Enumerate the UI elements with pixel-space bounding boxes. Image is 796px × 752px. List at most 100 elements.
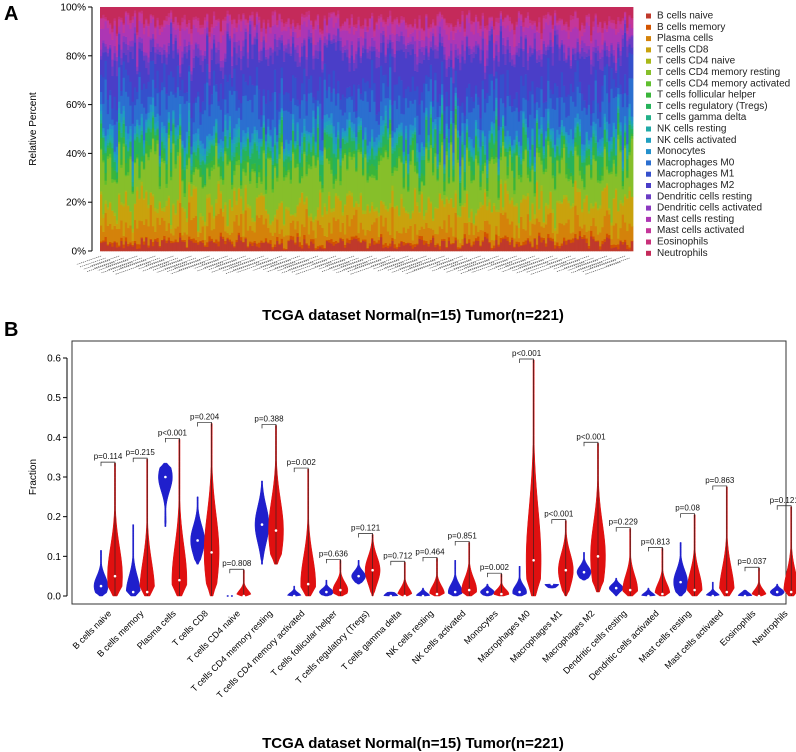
bar-segment (348, 7, 352, 25)
bar-segment (343, 7, 347, 22)
bar-segment (230, 7, 234, 20)
bar-segment (477, 32, 480, 44)
sample-bar (325, 7, 329, 252)
bar-segment (391, 147, 394, 150)
bar-segment (244, 28, 248, 32)
bar-segment (502, 145, 505, 208)
bar-segment (375, 179, 379, 181)
bar-segment (251, 84, 254, 113)
bar-segment (355, 209, 358, 236)
bar-segment (312, 221, 315, 231)
bar-segment (357, 47, 361, 85)
bar-segment (409, 41, 413, 45)
bar-segment (246, 247, 250, 252)
bar-segment (481, 164, 485, 172)
bar-segment (172, 205, 175, 236)
bar-segment (301, 166, 304, 177)
bar-segment (450, 134, 453, 143)
bar-segment (492, 89, 496, 112)
bar-segment (343, 203, 347, 206)
bar-segment (296, 144, 300, 149)
bar-segment (504, 235, 507, 239)
bar-segment (375, 206, 379, 212)
bar-segment (115, 242, 119, 248)
bar-segment (120, 57, 123, 65)
bar-segment (249, 208, 252, 227)
bar-segment (341, 149, 345, 159)
bar-segment (366, 30, 370, 33)
bar-segment (206, 7, 209, 14)
bar-segment (210, 48, 214, 50)
bar-segment (262, 242, 266, 243)
bar-segment (140, 103, 144, 114)
bar-segment (321, 160, 324, 165)
bar-segment (305, 151, 309, 156)
bar-segment (151, 46, 155, 61)
bar-segment (298, 161, 302, 164)
bar-segment (432, 33, 435, 37)
bar-segment (495, 116, 498, 120)
bar-segment (377, 15, 381, 19)
bar-segment (416, 234, 419, 244)
bar-segment (461, 112, 465, 124)
bar-segment (287, 156, 291, 163)
bar-segment (533, 32, 537, 39)
bar-segment (558, 155, 562, 161)
bar-segment (127, 49, 130, 63)
bar-segment (553, 151, 557, 154)
bar-segment (441, 141, 444, 146)
bar-segment (465, 139, 469, 148)
bar-segment (391, 240, 394, 252)
bar-segment (490, 126, 494, 133)
bar-segment (384, 111, 388, 117)
bar-segment (330, 243, 334, 252)
bar-segment (472, 174, 476, 180)
bar-segment (291, 240, 295, 252)
bar-segment (120, 167, 123, 203)
bar-segment (224, 74, 227, 100)
bar-segment (267, 152, 270, 158)
bar-segment (264, 42, 268, 51)
bar-segment (461, 141, 465, 145)
bar-segment (432, 235, 435, 238)
bar-segment (206, 135, 209, 138)
bar-segment (526, 149, 530, 152)
bar-segment (131, 228, 135, 233)
bar-segment (251, 111, 254, 134)
bar-segment (590, 225, 593, 231)
bar-segment (508, 144, 512, 148)
bar-segment (425, 110, 428, 115)
bar-segment (443, 181, 446, 192)
bar-segment (156, 26, 160, 44)
bar-segment (199, 176, 203, 178)
bar-segment (312, 69, 315, 98)
bar-segment (310, 42, 313, 76)
bar-segment (569, 208, 573, 234)
bar-segment (515, 26, 519, 47)
bar-segment (321, 214, 324, 217)
bar-segment (470, 211, 474, 223)
bar-segment (276, 7, 279, 21)
bar-segment (287, 7, 291, 19)
bar-segment (574, 146, 577, 151)
bar-segment (461, 245, 465, 252)
bar-segment (120, 240, 123, 252)
sample-bar (100, 7, 103, 252)
bar-segment (368, 58, 372, 89)
bar-segment (264, 149, 268, 154)
bar-segment (502, 25, 505, 38)
bar-segment (544, 14, 548, 19)
bar-segment (565, 59, 568, 63)
bar-segment (170, 33, 173, 72)
bar-segment (531, 202, 535, 205)
bar-segment (133, 159, 137, 163)
bar-segment (565, 196, 568, 224)
bar-segment (199, 24, 203, 29)
sample-bar (321, 7, 324, 252)
bar-segment (179, 156, 182, 203)
bar-segment (393, 167, 397, 171)
bar-segment (124, 12, 128, 17)
bar-segment (246, 127, 250, 133)
bar-segment (547, 111, 550, 121)
bar-segment (504, 53, 507, 65)
